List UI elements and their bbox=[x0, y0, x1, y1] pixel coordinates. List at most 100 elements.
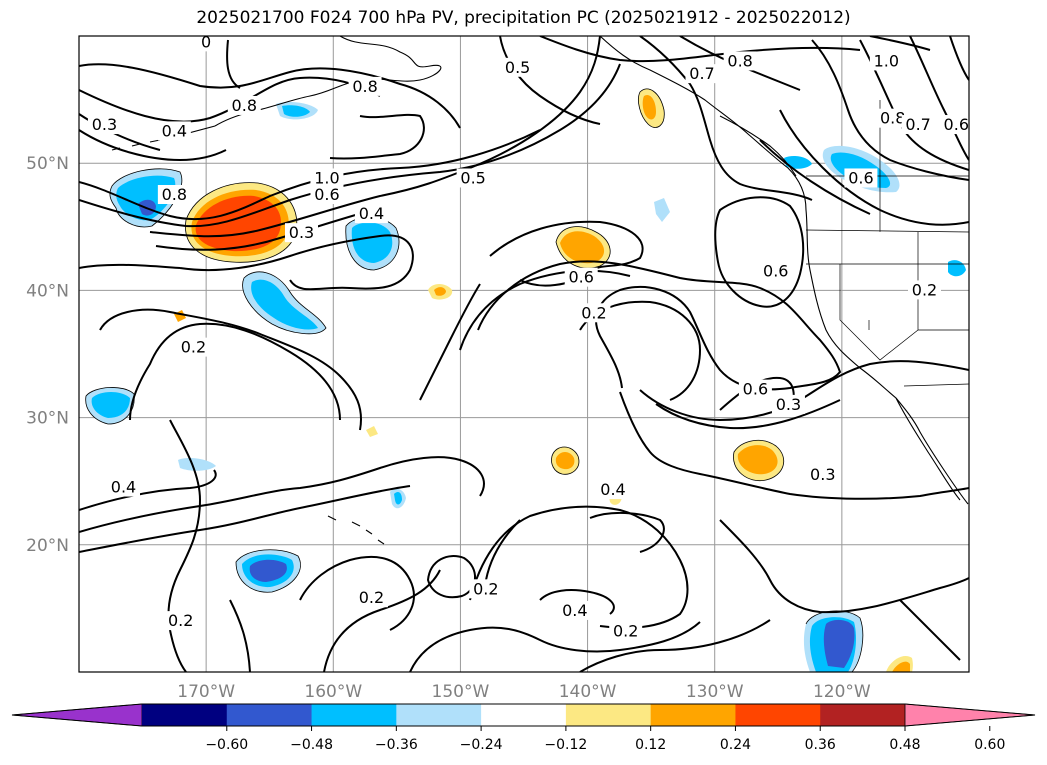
contour-label: 0.8 bbox=[880, 109, 905, 128]
contour-label-bg bbox=[456, 168, 490, 188]
colorbar-tick-label: −0.36 bbox=[375, 737, 418, 753]
contour-label: 0.2 bbox=[912, 280, 937, 299]
colorbar: −0.60 −0.48 −0.36 −0.24 −0.12 0.12 0.24 0.36 0.4… bbox=[11, 703, 1036, 753]
contour-label: 0.8 bbox=[162, 185, 187, 204]
contour-label: 0.2 bbox=[581, 303, 606, 322]
lon-tick-label: 140°W bbox=[559, 682, 617, 702]
us-west-coast bbox=[805, 209, 969, 505]
colorbar-extend-high bbox=[904, 703, 1036, 727]
contour-label: 0.6 bbox=[763, 261, 788, 280]
pv-contour-line bbox=[811, 39, 969, 181]
contour-label-bg bbox=[501, 57, 535, 77]
precip-anomaly-positive bbox=[892, 661, 910, 672]
pv-contour-line bbox=[99, 308, 362, 431]
contour-label: 0.2 bbox=[359, 588, 384, 607]
contour-label: 0.6 bbox=[314, 185, 339, 204]
contour-label: 0.5 bbox=[460, 168, 485, 187]
precip-anomaly-positive bbox=[560, 231, 605, 264]
precip-anomaly-negative bbox=[251, 279, 318, 330]
contour-label-bg bbox=[469, 579, 503, 599]
pv-contour-line bbox=[79, 485, 411, 553]
colorbar-segment bbox=[650, 704, 736, 726]
pv-contour-line bbox=[619, 391, 969, 500]
pv-contour-line bbox=[459, 269, 631, 351]
pv-contour-line bbox=[477, 260, 842, 391]
colorbar-tick-label: 0.48 bbox=[889, 737, 920, 753]
colorbar-segment bbox=[311, 704, 397, 726]
contour-label: 0.2 bbox=[181, 338, 206, 357]
contour-label-bg bbox=[908, 280, 941, 300]
pv-contour-line bbox=[79, 456, 485, 533]
contour-label: 0.8 bbox=[352, 77, 377, 96]
lon-tick-label: 150°W bbox=[432, 682, 490, 702]
pv-contour-line bbox=[485, 519, 521, 581]
contour-label-bg bbox=[198, 36, 214, 52]
contour-labels: 0.80.80.3 0.40.5 0.80.71.00.8 0.7 0.60.61.0 0… bbox=[87, 36, 969, 641]
gridlines bbox=[79, 36, 969, 672]
contour-label: 0.6 bbox=[944, 115, 969, 134]
pv-contour-line bbox=[79, 129, 541, 221]
pv-contour-line bbox=[79, 63, 621, 228]
contour-label-bg bbox=[609, 621, 643, 641]
contour-label: 1.0 bbox=[314, 168, 339, 187]
contour-label: 0.4 bbox=[600, 480, 625, 499]
pv-contour-line bbox=[759, 139, 871, 215]
precip-anomaly-positive bbox=[366, 426, 378, 437]
alaska-panhandle-coast bbox=[599, 36, 807, 211]
pv-contour-line bbox=[499, 36, 601, 125]
contour-label: 0.7 bbox=[905, 115, 930, 134]
pv-contour-line bbox=[539, 36, 861, 63]
state-borders bbox=[805, 176, 969, 361]
contour-label-bg bbox=[876, 108, 910, 128]
contour-label: 0.8 bbox=[727, 51, 752, 70]
contour-label: 0.6 bbox=[743, 380, 768, 399]
lon-tick-label: 160°W bbox=[304, 682, 362, 702]
pv-contour-line bbox=[179, 234, 414, 291]
colorbar-segment bbox=[481, 704, 567, 726]
pv-contour-line bbox=[149, 36, 601, 238]
contour-label-bg bbox=[354, 588, 388, 608]
longitude-tick-labels: 170°W 160°W 150°W 140°W 130°W 120°W bbox=[177, 682, 871, 702]
colorbar-tick-label: 0.36 bbox=[805, 737, 836, 753]
colorbar-tick-label: 0.60 bbox=[974, 737, 1005, 753]
contour-label-bg bbox=[157, 185, 191, 204]
pv-contour-line bbox=[949, 36, 969, 81]
contour-label: 0.2 bbox=[613, 621, 638, 640]
pv-contour-line bbox=[639, 36, 813, 201]
pv-contour-line bbox=[329, 113, 425, 160]
contour-label-bg bbox=[310, 168, 344, 188]
pv-contour-line bbox=[579, 619, 771, 672]
contour-label-bg bbox=[939, 115, 969, 135]
contour-label-bg bbox=[164, 611, 198, 631]
contour-label-bg bbox=[844, 168, 878, 188]
precip-anomaly-positive bbox=[195, 195, 281, 252]
lat-tick-label: 40°N bbox=[26, 281, 69, 301]
contour-label: 0.4 bbox=[111, 478, 136, 497]
plot-area bbox=[79, 36, 969, 672]
pv-contour-line bbox=[655, 399, 841, 430]
precip-anomaly-positive bbox=[434, 287, 446, 296]
colorbar-tick-label: −0.48 bbox=[290, 737, 333, 753]
contour-label-bg bbox=[176, 337, 210, 357]
plot-frame bbox=[78, 35, 970, 673]
precip-positive-shading bbox=[174, 88, 913, 672]
pv-contour-line bbox=[299, 555, 415, 631]
pv-contour-line bbox=[869, 36, 931, 51]
colorbar-tick-label: −0.24 bbox=[460, 737, 503, 753]
precip-anomaly-negative bbox=[178, 458, 216, 471]
precip-anomaly-negative bbox=[784, 156, 812, 169]
pv-contour-line bbox=[426, 555, 476, 599]
pv-contour-line bbox=[79, 129, 227, 162]
contour-label-bg bbox=[577, 303, 611, 323]
contour-label: 0.3 bbox=[92, 115, 117, 134]
contour-label-bg bbox=[310, 185, 344, 204]
contour-label-bg bbox=[354, 204, 388, 224]
latitude-tick-labels: 50°N 40°N 30°N 20°N bbox=[26, 154, 69, 556]
precip-anomaly-negative bbox=[351, 222, 393, 263]
baja-coast bbox=[895, 397, 961, 501]
contour-label: 0.5 bbox=[505, 58, 530, 77]
contour-label: 0.2 bbox=[473, 579, 498, 598]
contour-label-bg bbox=[564, 267, 598, 287]
pv-contour-line bbox=[539, 589, 615, 615]
contour-label: 0.3 bbox=[810, 465, 835, 484]
